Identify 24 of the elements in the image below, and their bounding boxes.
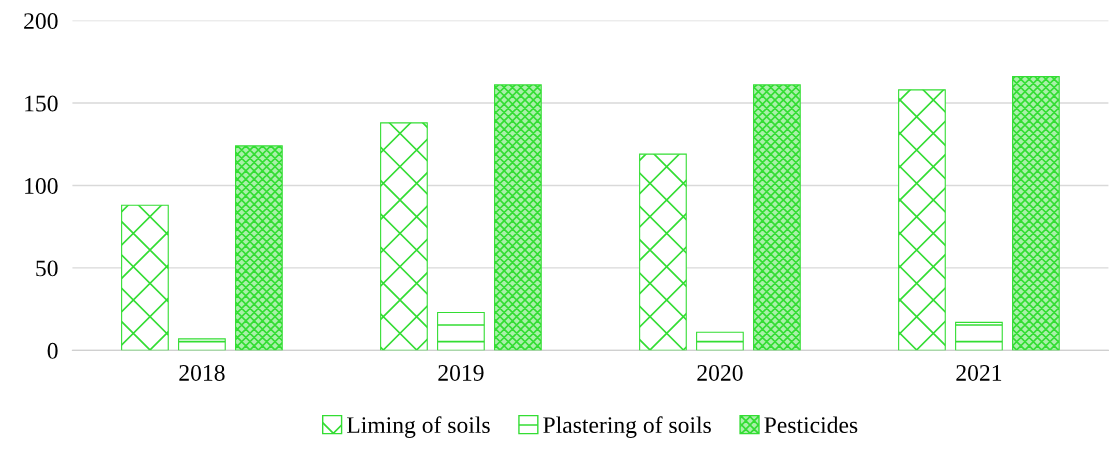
y-tick-label: 100 xyxy=(25,177,58,194)
y-tick-label: 200 xyxy=(24,13,58,30)
x-tick-label: 2019 xyxy=(438,364,484,381)
bar xyxy=(494,84,542,351)
legend-label: Pesticides xyxy=(764,416,858,434)
bar xyxy=(1012,76,1060,351)
legend-label: Liming of soils xyxy=(346,416,490,438)
bar xyxy=(639,153,687,351)
y-tick-label: 50 xyxy=(36,260,58,277)
y-tick-label: 150 xyxy=(25,95,58,112)
bar xyxy=(235,145,283,351)
legend-label: Plastering of soils xyxy=(543,416,711,438)
bar xyxy=(380,122,428,351)
y-tick-label: 0 xyxy=(47,342,58,359)
bar xyxy=(753,84,801,351)
bar xyxy=(437,311,485,351)
x-tick-label: 2018 xyxy=(179,364,225,381)
bar xyxy=(178,338,226,351)
bar xyxy=(955,321,1003,351)
x-tick-label: 2021 xyxy=(956,364,1002,381)
x-tick-label: 2020 xyxy=(697,364,743,381)
bar xyxy=(121,204,169,351)
bar xyxy=(898,89,946,351)
bar xyxy=(696,331,744,351)
